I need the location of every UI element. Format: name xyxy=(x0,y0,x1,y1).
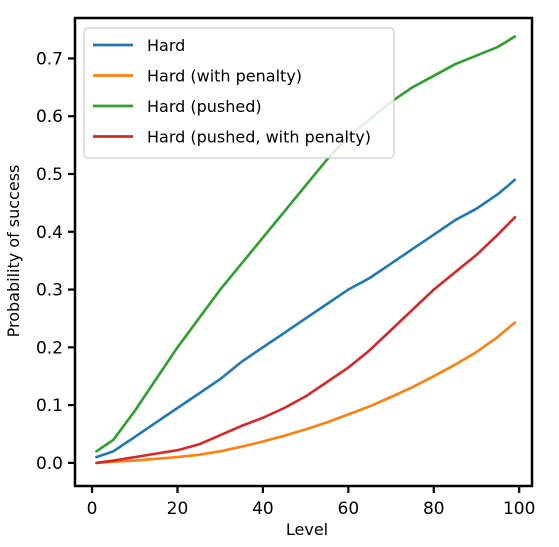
series-line-3 xyxy=(95,35,517,453)
y-tick-label: 0.0 xyxy=(36,454,63,474)
y-tick-label: 0.2 xyxy=(36,338,63,358)
y-tick-label: 0.7 xyxy=(36,49,63,69)
plot-area xyxy=(73,16,534,488)
legend-box xyxy=(83,27,395,159)
series-line-1 xyxy=(95,178,517,459)
y-tick-label: 0.4 xyxy=(36,223,63,243)
x-tick-label: 80 xyxy=(423,499,445,519)
y-tick-label: 0.6 xyxy=(36,107,63,127)
legend-label: Hard (pushed, with penalty) xyxy=(147,128,371,147)
x-tick-label: 40 xyxy=(252,499,274,519)
x-tick-label: 60 xyxy=(338,499,360,519)
x-tick-label: 20 xyxy=(167,499,189,519)
series-line-2 xyxy=(95,321,517,465)
legend-label: Hard xyxy=(147,36,185,55)
y-tick-label: 0.3 xyxy=(36,281,63,301)
y-tick-label: 0.5 xyxy=(36,165,63,185)
x-axis-label: Level xyxy=(286,520,328,539)
x-tick-label: 0 xyxy=(87,499,98,519)
ticks: 0 20 40 60 80 100 0.0 0.1 0.2 0.3 0.4 0.5 0.6 0.7 xyxy=(36,49,535,519)
y-tick-label: 0.1 xyxy=(36,396,63,416)
x-tick-label: 100 xyxy=(503,499,535,519)
series-line-4 xyxy=(95,216,517,465)
legend-label: Hard (with penalty) xyxy=(147,67,302,86)
legend-label: Hard (pushed) xyxy=(147,97,262,116)
y-axis-label: Probability of success xyxy=(4,165,23,338)
plot-frame xyxy=(73,16,534,488)
legend: Hard Hard (with penalty) Hard (pushed) Hard… xyxy=(83,27,395,159)
